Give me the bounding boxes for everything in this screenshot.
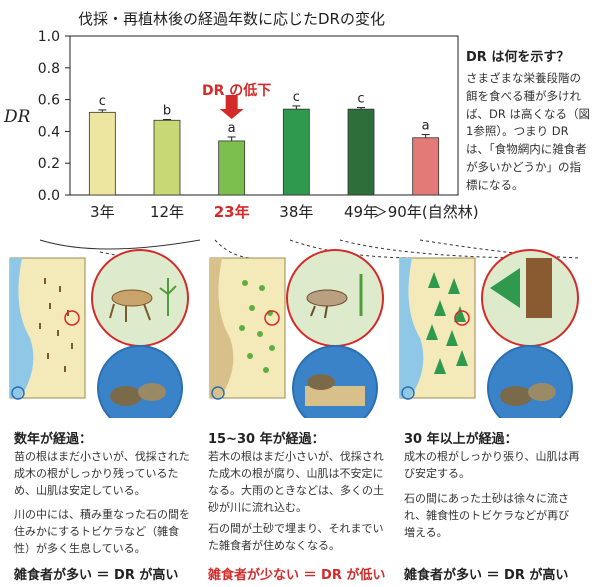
river-stones-icon (97, 345, 183, 418)
y-tick-label: 0.2 (38, 156, 60, 172)
stage2-title: 15~30 年が経過： (208, 432, 325, 447)
significance-label: c (293, 90, 300, 105)
significance-label: b (163, 103, 171, 118)
x-tick-label: ＞90年(自然林) (373, 203, 479, 221)
x-tick-label: 12年 (150, 203, 184, 221)
tree-stump-icon (286, 249, 384, 347)
y-tick-label: 0.8 (38, 61, 60, 77)
stage2-footer: 雑食者が少ない ＝ DR が低い (208, 568, 386, 583)
tree-stump-icon (481, 249, 579, 347)
stage3-footer: 雑食者が多い ＝ DR が高い (404, 568, 569, 583)
forest-scene-icon (209, 257, 286, 400)
bar (153, 119, 181, 196)
stage3-title: 30 年以上が経過： (404, 432, 518, 447)
bar-chart: 1.0 0.8 0.6 0.4 0.2 0.0 DR c 3年 b 12年 a 23年 c 38年 c 49年 a… (3, 29, 479, 221)
forest-scene-icon (9, 257, 86, 400)
significance-label: c (357, 92, 364, 107)
y-tick-label: 0.0 (38, 188, 60, 204)
stage2-paragraph-1: 若木の根はまだ小さいが、伐採された成木の根が腐り、山肌は不安定になる。大雨のとき… (208, 450, 384, 515)
significance-label: c (99, 94, 106, 109)
plot-frame (69, 35, 459, 196)
stage3-paragraph-1: 成木の根がしっかり張り、山肌は再び安定する。 (404, 450, 580, 481)
down-arrow-icon (219, 94, 244, 119)
stage3-paragraph-2: 石の間にあった土砂は徐々に流され、雑食性のトビケラなどが再び増える。 (404, 492, 570, 540)
forest-scene-icon (399, 257, 476, 400)
x-tick-label: 49年 (344, 203, 378, 221)
x-tick-label: 38年 (279, 203, 313, 221)
significance-label: a (228, 121, 236, 136)
bar (347, 108, 375, 196)
bar (218, 140, 246, 196)
y-axis-label: DR (3, 107, 31, 127)
tree-stump-icon (91, 249, 189, 347)
x-tick-label: 23年 (214, 203, 250, 221)
stage1-paragraph-1: 苗の根はまだ小さいが、伐採された成木の根がしっかり残っているため、山肌は安定して… (14, 450, 190, 498)
y-tick-label: 1.0 (38, 29, 60, 45)
stage1-paragraph-2: 川の中には、積み重なった石の間を住みかにするトビケラなど（雑食性）が多く生息して… (14, 508, 190, 556)
side-heading: DR は何を示す？ (466, 50, 570, 65)
dr-drop-annotation: DR の低下 (202, 83, 272, 99)
river-stones-icon (487, 345, 573, 418)
stage2-paragraph-2: 石の間が土砂で埋まり、それまでいた雑食者が住めなくなる。 (208, 522, 384, 553)
bar (282, 108, 310, 196)
stage1-footer: 雑食者が多い ＝ DR が高い (14, 568, 179, 583)
x-tick-label: 3年 (90, 203, 115, 221)
y-tick-label: 0.6 (38, 93, 60, 109)
significance-label: a (422, 119, 430, 134)
panel-illustrations (9, 239, 581, 418)
stage1-title: 数年が経過： (14, 432, 93, 447)
bar (88, 111, 116, 196)
chart-title: 伐採・再植林後の経過年数に応じたDRの変化 (78, 10, 385, 28)
bar (412, 137, 440, 196)
river-stones-icon (292, 345, 378, 418)
y-tick-label: 0.4 (38, 124, 60, 140)
side-explanation: さまざまな栄養段階の餌を食べる種が多ければ、DR は高くなる（図1参照）。つまり… (466, 71, 591, 192)
